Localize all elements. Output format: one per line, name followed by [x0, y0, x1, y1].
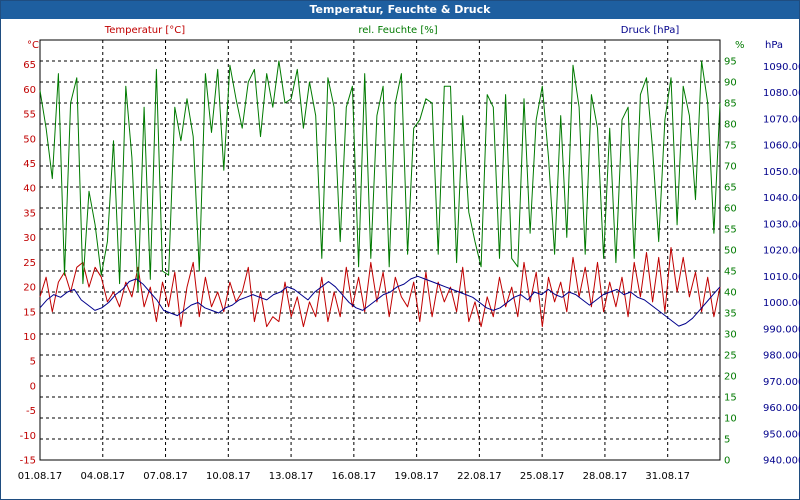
humidity-tick-label: 85 — [724, 99, 737, 110]
temp-tick-label: -10 — [20, 431, 36, 442]
pressure-tick-label: 1080.000 — [763, 88, 800, 99]
humidity-tick-label: 75 — [724, 141, 737, 152]
temp-tick-label: 5 — [30, 357, 36, 368]
pressure-tick-label: 1000.000 — [763, 298, 800, 309]
humidity-tick-label: 10 — [724, 414, 737, 425]
humidity-tick-label: 70 — [724, 162, 737, 173]
humidity-tick-label: 0 — [724, 456, 730, 467]
temp-tick-label: 25 — [23, 258, 36, 269]
temp-tick-label: 10 — [23, 332, 36, 343]
humidity-tick-label: 40 — [724, 288, 737, 299]
x-tick-label: 10.08.17 — [206, 471, 251, 482]
temp-tick-label: -15 — [20, 456, 36, 467]
temp-tick-label: 15 — [23, 307, 36, 318]
pressure-tick-label: 1020.000 — [763, 246, 800, 257]
humidity-tick-label: 50 — [724, 246, 737, 257]
series-group — [39, 60, 721, 328]
humidity-tick-label: 20 — [724, 372, 737, 383]
temp-tick-label: 45 — [23, 159, 36, 170]
pressure-tick-label: 980.000 — [763, 351, 800, 362]
temp-tick-label: 65 — [23, 60, 36, 71]
temperature-line — [39, 247, 721, 328]
pressure-tick-label: 950.000 — [763, 429, 800, 440]
temp-axis-unit: °C — [27, 40, 39, 51]
x-tick-label: 04.08.17 — [81, 471, 126, 482]
x-tick-label: 19.08.17 — [394, 471, 439, 482]
pressure-tick-label: 1090.000 — [763, 62, 800, 73]
temp-tick-label: 20 — [23, 283, 36, 294]
pressure-tick-label: 1070.000 — [763, 114, 800, 125]
temp-tick-label: 30 — [23, 233, 36, 244]
humidity-tick-label: 35 — [724, 309, 737, 320]
humidity-tick-label: 60 — [724, 204, 737, 215]
pressure-tick-label: 1010.000 — [763, 272, 800, 283]
legend-humidity: rel. Feuchte [%] — [358, 25, 437, 36]
plot-area-border — [39, 39, 721, 461]
chart-title: Temperatur, Feuchte & Druck — [1, 1, 799, 19]
pressure-tick-label: 990.000 — [763, 324, 800, 335]
pressure-tick-label: 1030.000 — [763, 219, 800, 230]
legend: Temperatur [°C] rel. Feuchte [%] Druck [… — [104, 25, 680, 36]
temp-tick-label: 60 — [23, 85, 36, 96]
humidity-tick-label: 45 — [724, 267, 737, 278]
pressure-tick-label: 970.000 — [763, 377, 800, 388]
x-tick-label: 01.08.17 — [18, 471, 63, 482]
humidity-tick-label: 55 — [724, 225, 737, 236]
humidity-tick-label: 5 — [724, 435, 730, 446]
temp-tick-label: 55 — [23, 110, 36, 121]
x-tick-label: 22.08.17 — [457, 471, 502, 482]
pressure-tick-label: 1040.000 — [763, 193, 800, 204]
temp-tick-label: 0 — [30, 381, 36, 392]
legend-temperature: Temperatur [°C] — [104, 25, 185, 36]
pressure-tick-label: 1050.000 — [763, 167, 800, 178]
x-tick-label: 28.08.17 — [583, 471, 628, 482]
grid-lines — [40, 40, 720, 460]
humidity-tick-label: 65 — [724, 183, 737, 194]
humidity-tick-label: 15 — [724, 393, 737, 404]
x-tick-label: 16.08.17 — [332, 471, 377, 482]
humidity-tick-label: 80 — [724, 120, 737, 131]
temp-tick-label: -5 — [26, 406, 36, 417]
pressure-tick-label: 940.000 — [763, 456, 800, 467]
humidity-tick-label: 30 — [724, 330, 737, 341]
humidity-axis-unit: % — [735, 40, 745, 51]
pressure-tick-label: 1060.000 — [763, 141, 800, 152]
pressure-line — [39, 275, 721, 327]
pressure-axis-unit: hPa — [765, 40, 783, 51]
temp-tick-label: 50 — [23, 134, 36, 145]
x-tick-label: 25.08.17 — [520, 471, 565, 482]
pressure-tick-label: 960.000 — [763, 403, 800, 414]
x-tick-label: 31.08.17 — [645, 471, 690, 482]
humidity-line — [39, 60, 721, 293]
humidity-tick-label: 25 — [724, 351, 737, 362]
humidity-tick-label: 90 — [724, 78, 737, 89]
legend-pressure: Druck [hPa] — [621, 25, 680, 36]
humidity-tick-label: 95 — [724, 57, 737, 68]
temp-tick-label: 35 — [23, 208, 36, 219]
temp-tick-label: 40 — [23, 184, 36, 195]
x-tick-label: 13.08.17 — [269, 471, 314, 482]
axes: 01.08.17 04.08.17 07.08.17 10.08.17 13.08.17… — [18, 40, 800, 482]
x-tick-label: 07.08.17 — [143, 471, 188, 482]
